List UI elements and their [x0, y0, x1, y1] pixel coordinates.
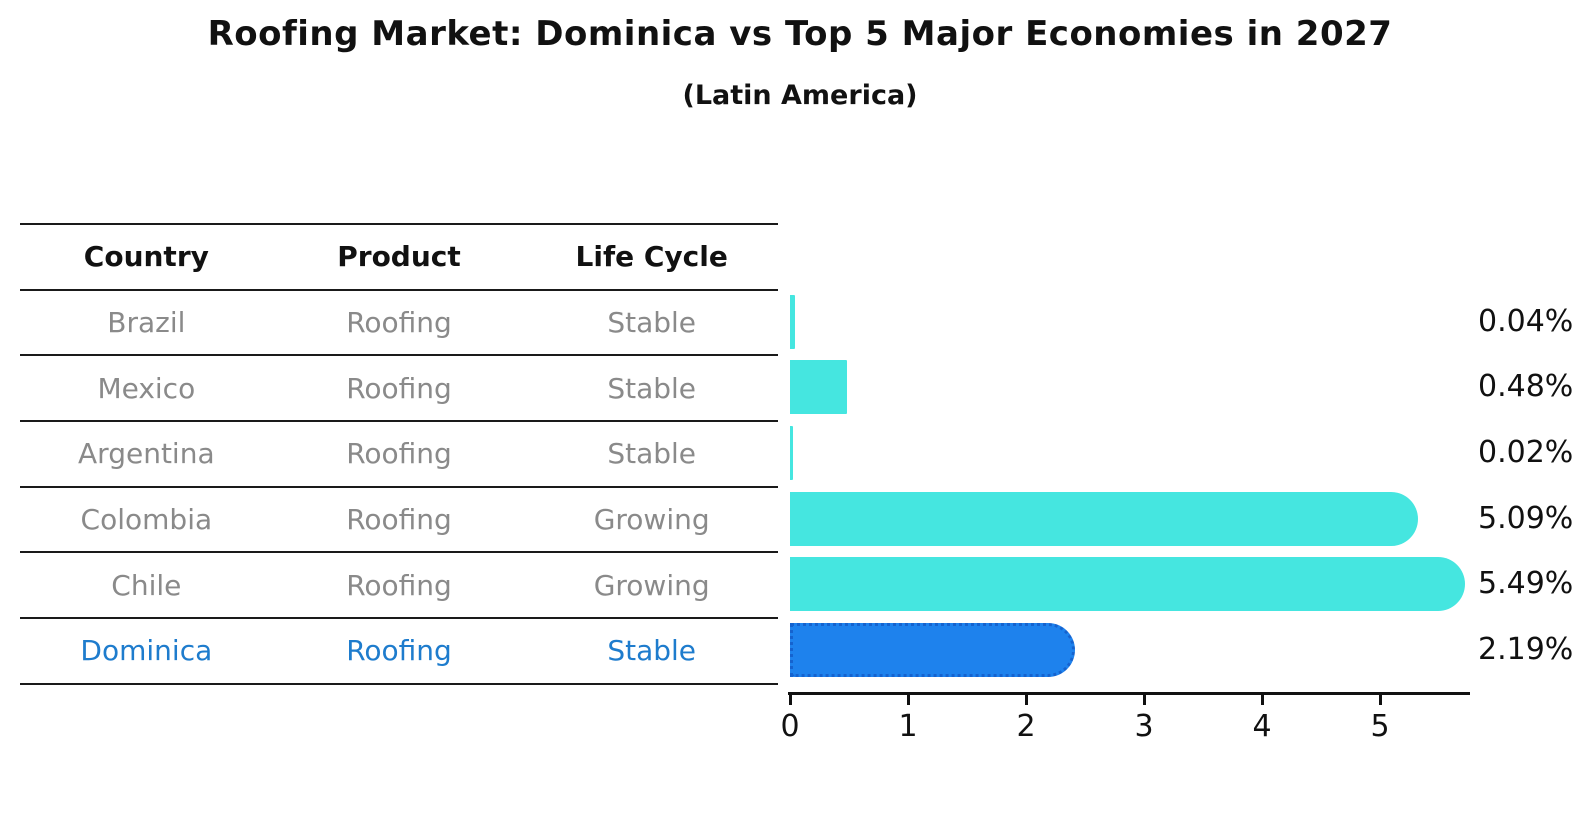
- cell-product: Roofing: [346, 503, 452, 537]
- cell-country: Argentina: [78, 437, 215, 471]
- cell-product: Roofing: [346, 568, 452, 602]
- bar-brazil: [790, 294, 795, 349]
- value-label-mexico: 0.48%: [1478, 369, 1574, 405]
- x-tick-mark-5: [1378, 695, 1382, 705]
- x-tick-mark-1: [906, 695, 910, 705]
- table-row-mexico: Mexico Roofing Stable: [20, 354, 778, 420]
- x-tick-label-4: 4: [1252, 709, 1272, 744]
- table-row-chile: Chile Roofing Growing: [20, 551, 778, 617]
- bar-chile: [790, 557, 1465, 612]
- cell-product: Roofing: [346, 437, 452, 471]
- x-axis-line: [788, 692, 1470, 695]
- bar-argentina: [790, 425, 793, 480]
- cell-country: Brazil: [107, 306, 186, 340]
- cell-life-cycle: Growing: [593, 503, 710, 537]
- chart-subtitle: (Latin America): [682, 80, 918, 111]
- x-tick-label-1: 1: [898, 709, 918, 744]
- value-label-brazil: 0.04%: [1478, 303, 1574, 339]
- cell-product: Roofing: [346, 371, 452, 405]
- column-header-country: Country: [83, 240, 209, 274]
- table-header-row: Country Product Life Cycle: [20, 225, 778, 289]
- cell-country: Colombia: [80, 503, 213, 537]
- value-label-colombia: 5.09%: [1478, 500, 1574, 536]
- table-row-dominica: Dominica Roofing Stable: [20, 617, 778, 683]
- cell-life-cycle: Stable: [607, 437, 697, 471]
- cell-product: Roofing: [346, 634, 452, 668]
- cell-life-cycle: Stable: [607, 306, 697, 340]
- value-label-dominica: 2.19%: [1478, 632, 1574, 668]
- column-header-life-cycle: Life Cycle: [575, 240, 728, 274]
- cell-life-cycle: Stable: [607, 634, 697, 668]
- cell-life-cycle: Growing: [593, 568, 710, 602]
- value-label-argentina: 0.02%: [1478, 434, 1574, 470]
- cell-country: Chile: [111, 568, 182, 602]
- x-tick-mark-4: [1260, 695, 1264, 705]
- column-header-product: Product: [337, 240, 461, 274]
- chart-title: Roofing Market: Dominica vs Top 5 Major …: [207, 14, 1393, 54]
- cell-life-cycle: Stable: [607, 371, 697, 405]
- value-label-chile: 5.49%: [1478, 566, 1574, 602]
- x-tick-label-5: 5: [1370, 709, 1390, 744]
- country-table: Country Product Life Cycle Brazil Roofing…: [20, 223, 778, 685]
- x-tick-mark-2: [1024, 695, 1028, 705]
- x-tick-label-0: 0: [780, 709, 800, 744]
- bar-colombia: [790, 491, 1418, 546]
- table-row-colombia: Colombia Roofing Growing: [20, 485, 778, 552]
- x-tick-mark-3: [1142, 695, 1146, 705]
- bar-dominica: [790, 623, 1076, 678]
- x-tick-label-3: 3: [1134, 709, 1154, 744]
- x-tick-label-2: 2: [1016, 709, 1036, 744]
- x-tick-mark-0: [788, 695, 792, 705]
- cell-product: Roofing: [346, 306, 452, 340]
- table-row-brazil: Brazil Roofing Stable: [20, 288, 778, 355]
- table-row-argentina: Argentina Roofing Stable: [20, 420, 778, 486]
- bar-mexico: [790, 360, 847, 415]
- cell-country: Dominica: [80, 634, 213, 668]
- cell-country: Mexico: [97, 371, 196, 405]
